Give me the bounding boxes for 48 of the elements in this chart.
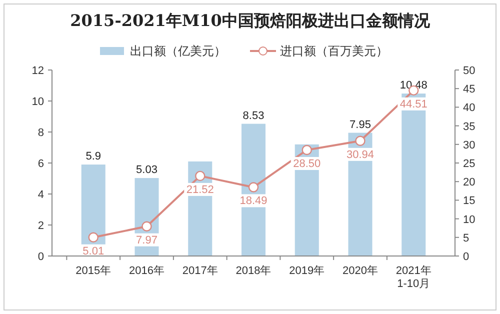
point xyxy=(355,136,366,146)
data-label: 7.95 xyxy=(350,118,371,131)
y-tick-label: 0 xyxy=(38,251,44,263)
data-label: 44.51 xyxy=(400,98,428,110)
y2-tick-label: 25 xyxy=(463,158,476,170)
data-label: 30.94 xyxy=(346,148,374,161)
chart-title: 2015-2021年M10中国预焙阳极进出口金额情况 xyxy=(70,11,431,30)
point xyxy=(248,182,259,192)
y-tick-label: 6 xyxy=(38,158,44,170)
y2-tick-label: 35 xyxy=(463,120,476,133)
data-label: 7.97 xyxy=(136,234,158,246)
x-tick-label: 2019年 xyxy=(289,265,325,277)
point xyxy=(195,170,206,182)
y-tick-label: 8 xyxy=(38,127,44,139)
data-label: 5.03 xyxy=(136,164,158,176)
bar xyxy=(348,132,372,256)
point xyxy=(302,144,312,156)
point xyxy=(142,221,152,232)
y2-tick-label: 30 xyxy=(463,139,476,152)
data-label: 21.52 xyxy=(186,184,214,196)
bar xyxy=(402,94,426,256)
data-label: 8.53 xyxy=(242,110,264,122)
data-label: 5.9 xyxy=(86,150,102,163)
y2-tick-label: 15 xyxy=(463,195,476,208)
y2-tick-label: 20 xyxy=(463,176,476,189)
y-tick-label: 12 xyxy=(32,65,44,77)
y-tick-label: 10 xyxy=(32,96,44,108)
x-tick-label: 2020年 xyxy=(342,265,378,277)
bar xyxy=(241,124,266,256)
legend-label: 出口额（亿美元） xyxy=(130,44,226,58)
point xyxy=(88,232,98,242)
x-tick-label: 2016年 xyxy=(129,265,164,277)
legend-label: 进口额（百万美元） xyxy=(280,44,388,58)
x-tick-label: 2017年 xyxy=(182,265,218,277)
data-label: 18.49 xyxy=(240,195,268,208)
y2-tick-label: 0 xyxy=(463,251,470,263)
y2-tick-label: 45 xyxy=(463,84,476,96)
x-tick-label: 2015年 xyxy=(76,265,112,277)
y-tick-label: 4 xyxy=(38,189,44,201)
y2-tick-label: 50 xyxy=(463,65,476,77)
y2-tick-label: 10 xyxy=(463,214,476,226)
data-label: 5.01 xyxy=(82,245,104,258)
x-tick-label: 2021年 1-10月 xyxy=(396,265,432,290)
data-label: 28.50 xyxy=(293,158,321,170)
x-tick-label: 2018年 xyxy=(236,265,272,277)
y2-tick-label: 5 xyxy=(463,232,470,244)
y2-tick-label: 40 xyxy=(463,102,476,114)
y-tick-label: 2 xyxy=(38,220,44,232)
